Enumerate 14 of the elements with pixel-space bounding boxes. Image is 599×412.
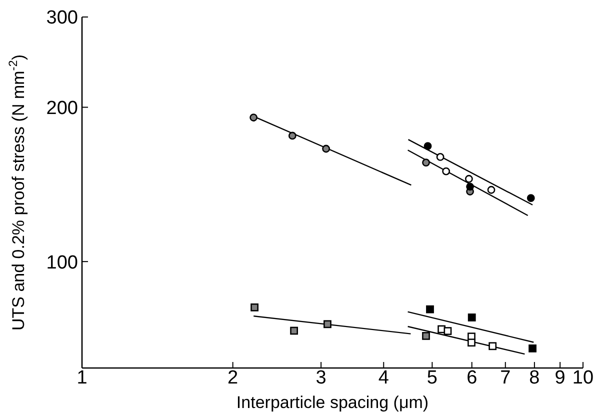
x-tick-label: 6	[466, 367, 478, 388]
x-tick-label: 5	[426, 367, 438, 388]
y-tick-label: 200	[46, 98, 78, 120]
x-tick-label: 4	[378, 367, 390, 388]
y-tick-label: 100	[46, 252, 78, 274]
x-tick-label: 7	[500, 367, 511, 388]
x-tick-label: 8	[529, 367, 540, 388]
x-axis-title: Interparticle spacing (μm)	[236, 393, 429, 412]
y-tick-label: 300	[46, 8, 78, 29]
x-tick-label: 3	[316, 367, 326, 388]
x-tick-label: 10	[572, 367, 594, 388]
x-tick-label: 9	[554, 367, 566, 388]
x-tick-label: 1	[76, 367, 88, 388]
x-tick-label: 2	[228, 367, 238, 388]
